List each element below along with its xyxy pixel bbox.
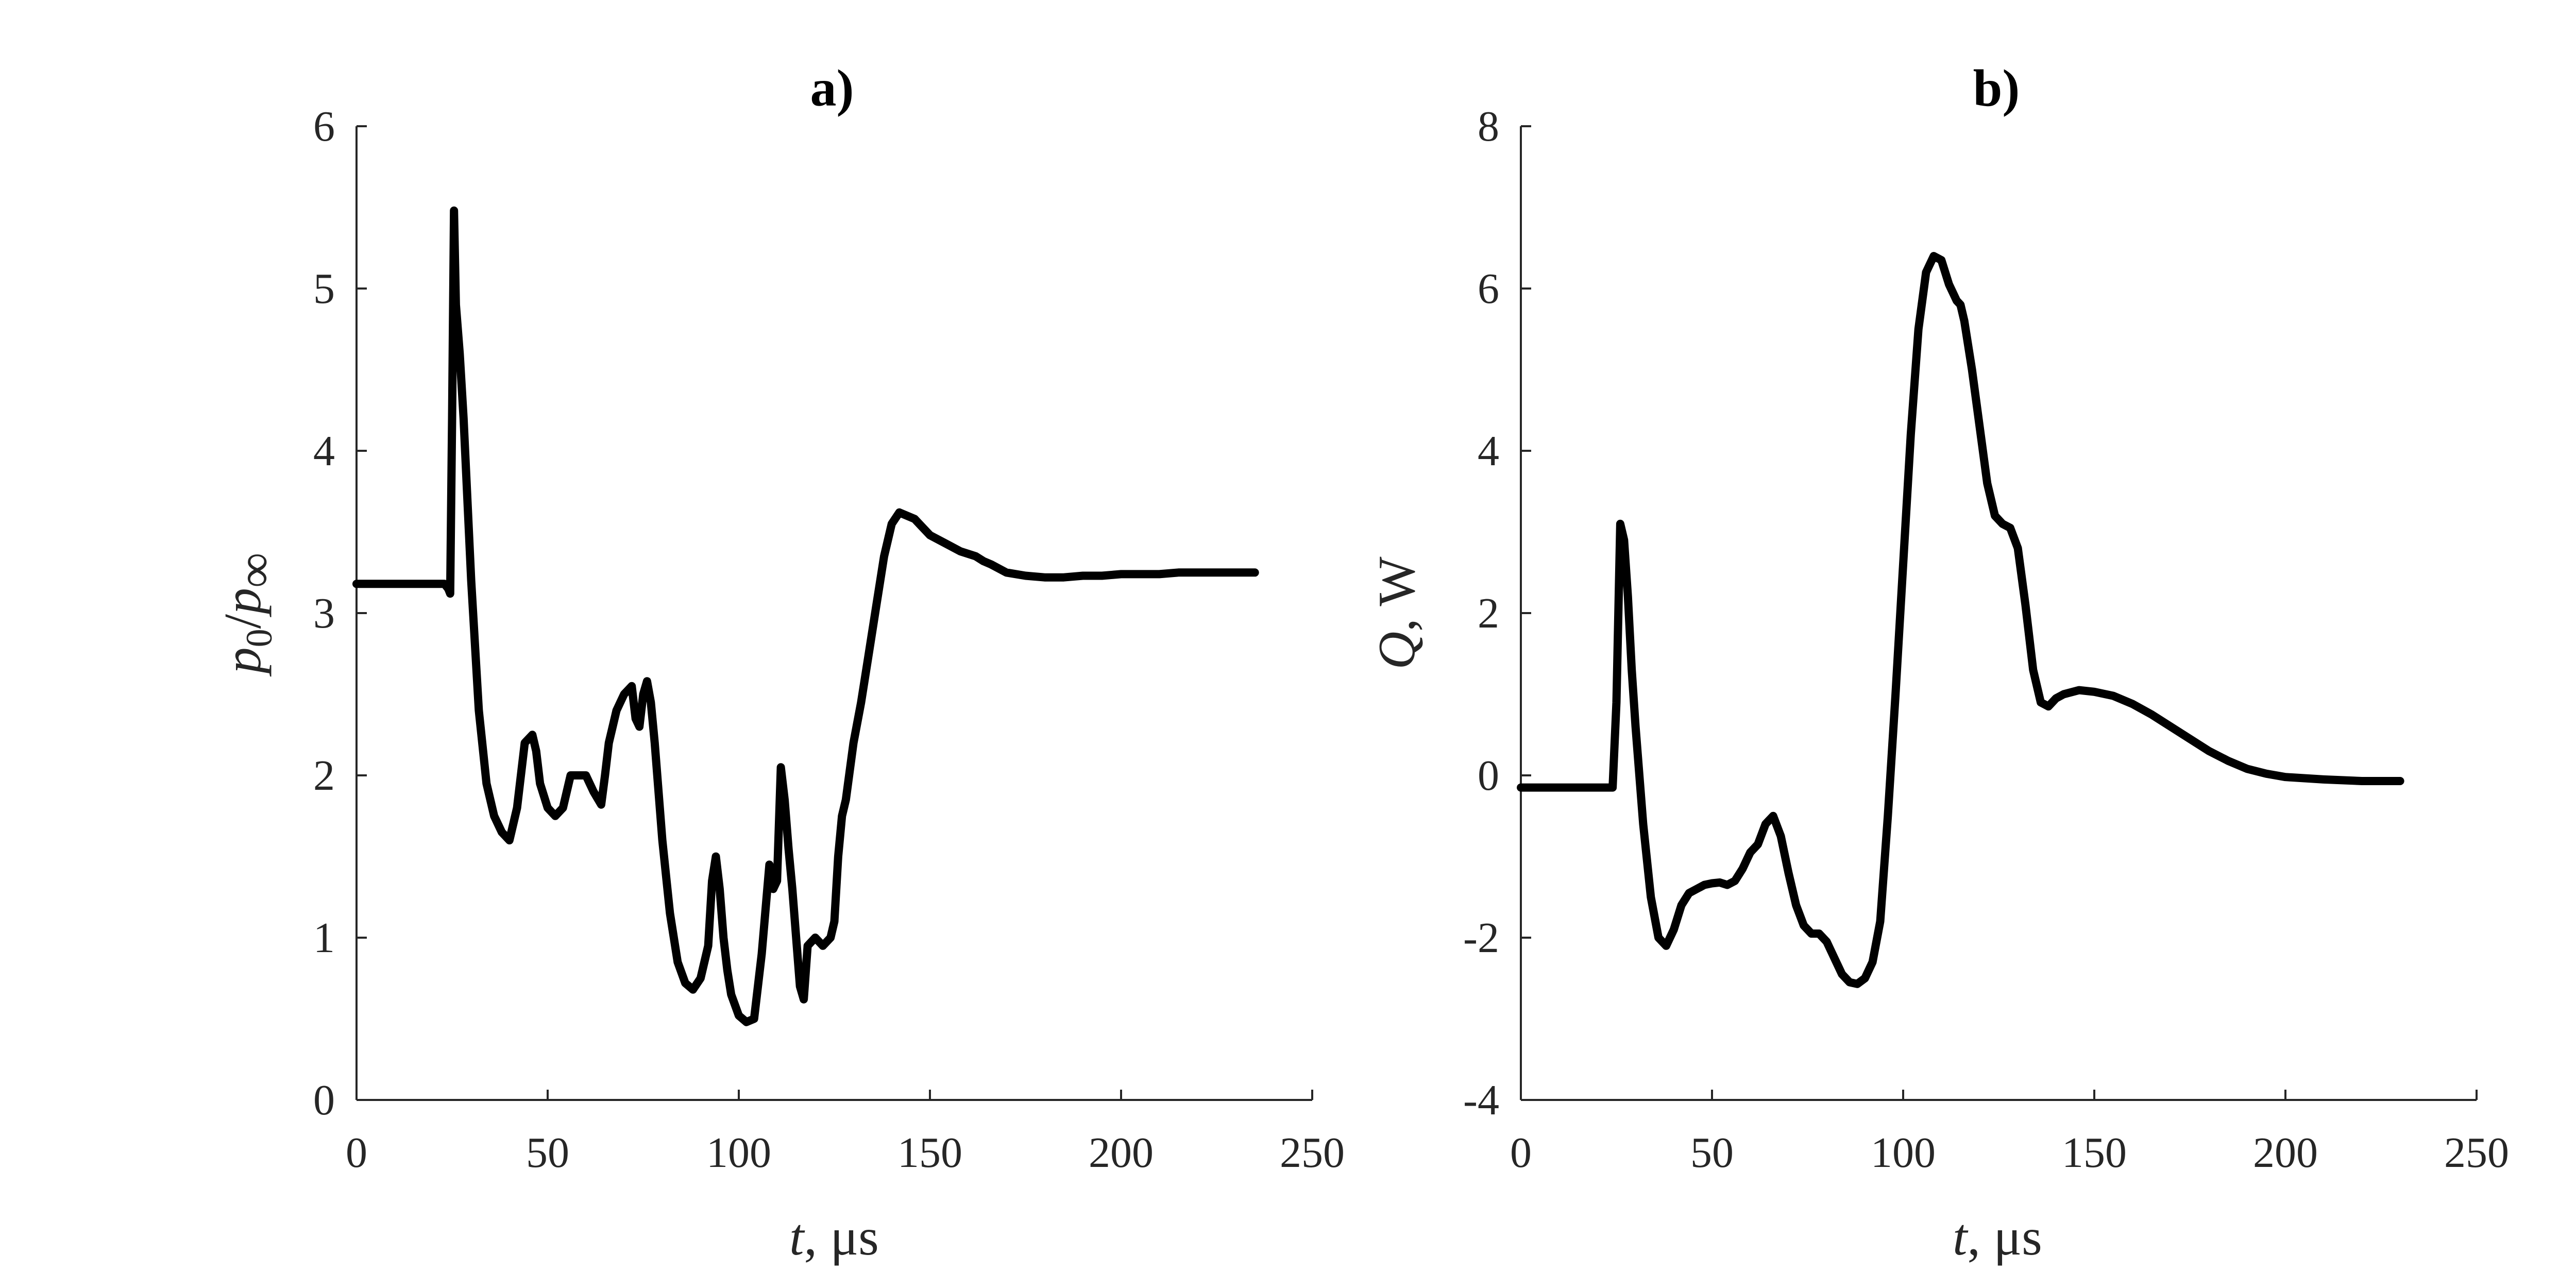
panel-b-y-axis-label-var: Q [1368,632,1426,670]
panel-a-y-tick-label: 5 [313,265,335,313]
panel-b-x-axis-label: t, μs [1953,1208,2042,1266]
panel-b: b) -4 -2 0 2 4 6 8 0 50 100 150 200 250 t, μs Q, W [1368,59,2509,1266]
panel-b-y-tick-label: -2 [1463,914,1499,962]
panel-a-x-tick-label: 100 [706,1129,771,1177]
panel-b-x-ticks: 0 50 100 150 200 250 [1510,1090,2509,1177]
panel-b-y-tick-label: -4 [1463,1076,1499,1124]
panel-b-y-ticks: -4 -2 0 2 4 6 8 [1463,103,1531,1124]
panel-a-y-label-p0: p [214,647,272,676]
panel-a-x-tick-label: 50 [526,1129,569,1177]
panel-b-x-tick-label: 0 [1510,1129,1532,1177]
panel-a-y-tick-label: 2 [313,752,335,800]
panel-a-y-tick-label: 4 [313,427,335,475]
panel-b-x-axis-label-unit: , μs [1967,1208,2042,1266]
panel-b-x-tick-label: 50 [1690,1129,1734,1177]
panel-a-title: a) [810,59,854,117]
panel-a-y-tick-label: 3 [313,589,335,637]
panel-a-x-tick-label: 250 [1280,1129,1345,1177]
panel-b-x-tick-label: 150 [2062,1129,2127,1177]
panel-b-y-tick-label: 8 [1478,103,1499,150]
panel-b-y-axis-label-unit: , W [1368,556,1426,632]
panel-b-y-tick-label: 4 [1478,427,1499,475]
panel-b-title: b) [1973,59,2020,117]
panel-b-x-axis-label-var: t [1953,1208,1969,1266]
panel-a-x-axis-label: t, μs [789,1208,879,1266]
panel-a-y-label-sub-0: 0 [239,629,280,647]
panel-b-x-tick-label: 250 [2444,1129,2509,1177]
panel-b-y-tick-label: 2 [1478,589,1499,637]
panel-a-y-tick-label: 6 [313,103,335,150]
panel-b-y-axis-label: Q, W [1368,556,1426,670]
panel-a-x-axis-label-var: t [789,1208,805,1266]
panel-a-y-axis-label: p0/p∞ [214,553,282,677]
panel-b-y-tick-label: 6 [1478,265,1499,313]
panel-a-x-ticks: 0 50 100 150 200 250 [346,1090,1345,1177]
panel-a-y-tick-label: 0 [313,1076,335,1124]
panel-b-series-line [1517,252,2404,988]
panel-b-x-tick-label: 100 [1871,1129,1936,1177]
panel-a-y-label-p-inf: p [214,588,272,617]
panel-a-x-tick-label: 200 [1089,1129,1154,1177]
panel-b-y-tick-label: 0 [1478,752,1499,800]
panel-a-series-line [352,206,1259,1026]
panel-a-x-axis-label-unit: , μs [804,1208,878,1266]
panel-b-x-tick-label: 200 [2253,1129,2318,1177]
panel-a-y-ticks: 0 1 2 3 4 5 6 [313,103,367,1124]
panel-a-x-tick-label: 0 [346,1129,367,1177]
panel-a-y-label-sub-inf: ∞ [227,553,282,588]
panel-a-y-label-slash: / [214,614,272,629]
panel-a-x-tick-label: 150 [897,1129,962,1177]
panel-a-y-tick-label: 1 [313,914,335,962]
